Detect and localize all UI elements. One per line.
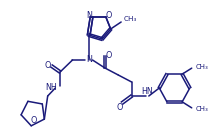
Text: CH₃: CH₃ bbox=[196, 64, 208, 70]
Text: N: N bbox=[86, 11, 92, 21]
Text: O: O bbox=[31, 116, 37, 125]
Text: O: O bbox=[45, 60, 51, 70]
Text: CH₃: CH₃ bbox=[124, 16, 137, 22]
Text: NH: NH bbox=[46, 83, 57, 91]
Text: O: O bbox=[106, 11, 112, 21]
Text: O: O bbox=[106, 51, 112, 59]
Text: HN: HN bbox=[141, 87, 153, 96]
Text: O: O bbox=[117, 104, 123, 112]
Text: CH₃: CH₃ bbox=[196, 106, 208, 112]
Text: N: N bbox=[86, 55, 92, 64]
